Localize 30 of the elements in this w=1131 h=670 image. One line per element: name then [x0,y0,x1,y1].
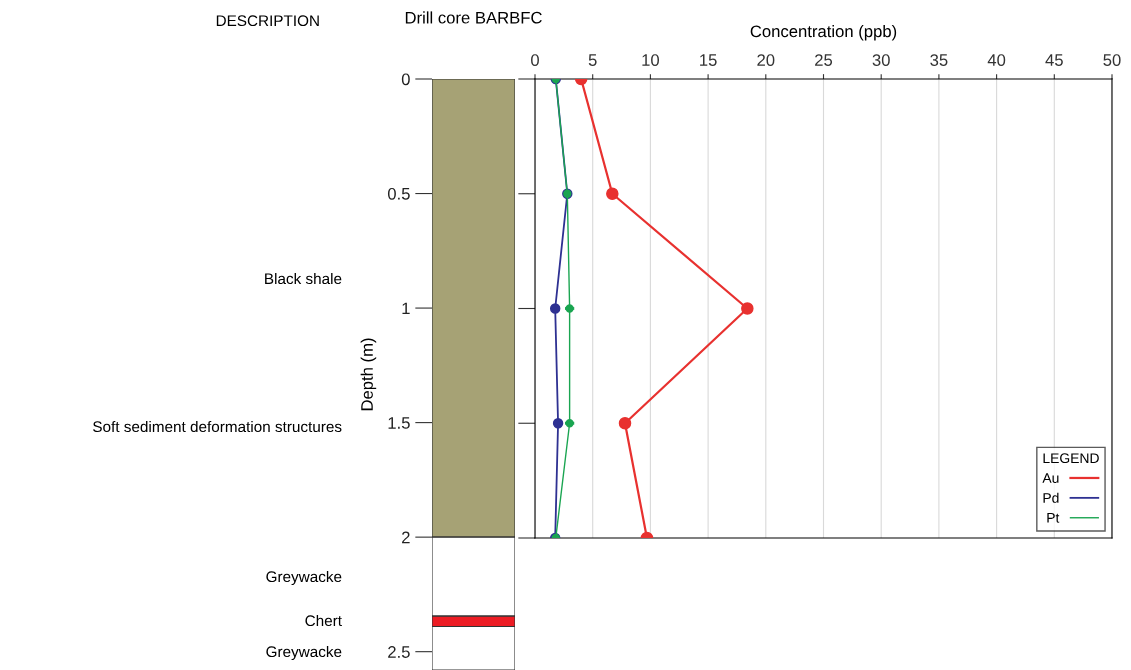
y-axis-title: Depth (m) [360,338,377,411]
x-tick-label: 40 [987,54,1006,66]
y-tick-label: 2 [402,531,410,544]
y-tick-label: 0 [401,73,410,86]
x-tick-label: 30 [872,54,890,66]
text: Soft sediment deformation structures [93,420,342,433]
legend-label: Au [1042,473,1059,483]
text: DESCRIPTION [216,15,319,27]
x-tick-label: 20 [757,54,775,66]
x-tick-label: 35 [930,54,948,66]
x-tick-label: 45 [1045,54,1063,66]
x-axis-title: Concentration (ppb) [750,25,897,41]
x-tick-label: 15 [700,54,717,66]
text: Greywacke [266,570,342,586]
x-tick-label: 50 [1103,54,1121,66]
legend-title: LEGEND [1043,453,1099,464]
text: Chert [305,614,342,627]
chart-title: Drill core BARBFC [405,11,542,24]
text: Black shale [265,272,342,285]
x-tick-label: 25 [815,54,833,66]
x-tick-label: 0 [531,54,539,66]
y-tick-label: 2.5 [388,646,410,658]
y-tick-label: 1 [402,302,410,315]
y-tick-label: 1.5 [388,417,410,429]
x-tick-label: 10 [642,54,660,66]
text: Greywacke [266,645,342,661]
legend-label: Pd [1043,492,1059,503]
y-tick-label: 0.5 [387,187,410,200]
legend-label: Pt [1047,513,1060,523]
x-tick-label: 5 [588,54,597,66]
